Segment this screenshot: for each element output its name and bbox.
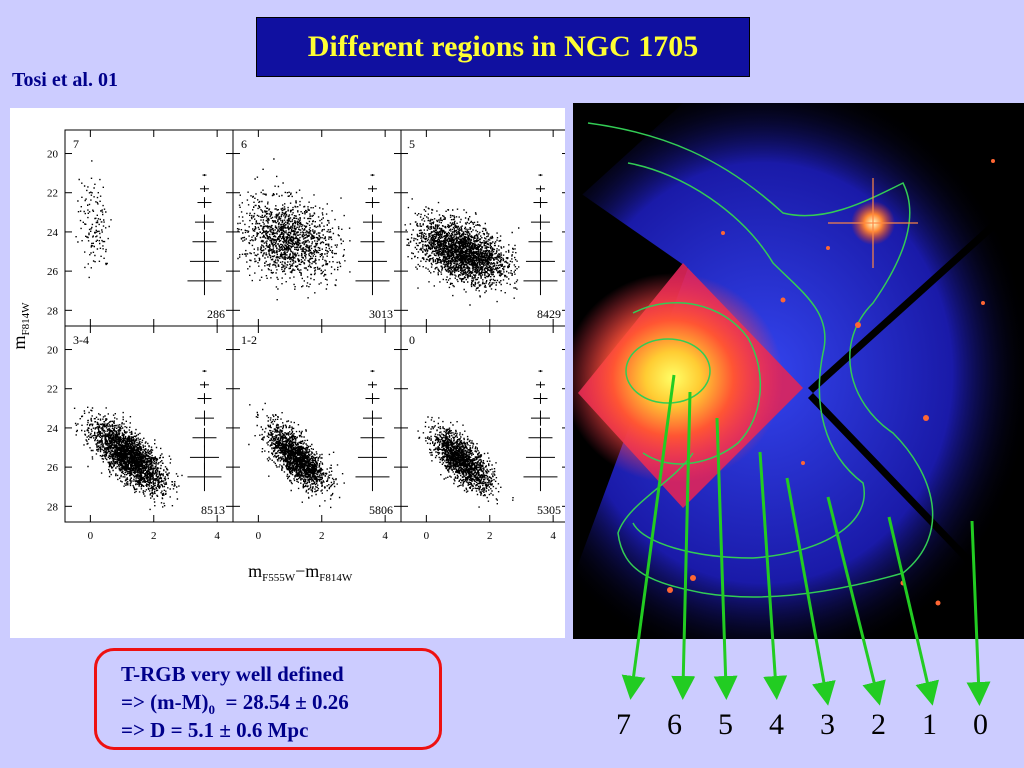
cmd-chart: 7286202224262863013584293-48513202224262… — [9, 129, 570, 584]
panel-count: 5806 — [369, 503, 393, 517]
region-arrow-3 — [785, 477, 836, 706]
y-tick-label: 22 — [47, 384, 58, 396]
panel-label: 7 — [73, 137, 79, 151]
region-arrow-6 — [671, 391, 696, 700]
panel-label: 6 — [241, 137, 247, 151]
panel-label: 0 — [409, 333, 415, 347]
galaxy-image — [573, 103, 1024, 639]
note-line-2-sub: 0 — [208, 702, 215, 718]
panel-count: 8429 — [537, 307, 561, 321]
panel-count: 8513 — [201, 503, 225, 517]
y-tick-label: 24 — [47, 423, 59, 435]
isophote-core — [625, 338, 711, 404]
region-label-2: 2 — [871, 708, 886, 741]
panel-label: 3-4 — [73, 333, 89, 347]
y-tick-label: 20 — [47, 149, 59, 161]
x-tick-label: 0 — [256, 530, 262, 542]
y-tick-label: 26 — [47, 266, 59, 278]
region-arrow-5 — [713, 417, 738, 700]
region-arrow-1 — [887, 516, 939, 706]
region-arrow-2 — [826, 496, 886, 706]
cmd-points — [248, 402, 345, 509]
panel-label: 5 — [409, 137, 415, 151]
y-tick-label: 22 — [47, 188, 58, 200]
title-box: Different regions in NGC 1705 — [256, 17, 750, 77]
x-tick-label: 4 — [214, 530, 220, 542]
panel-label: 1-2 — [241, 333, 257, 347]
x-tick-label: 0 — [424, 530, 430, 542]
reference-label: Tosi et al. 01 — [12, 69, 118, 91]
x-tick-label: 0 — [88, 530, 94, 542]
region-label-0: 0 — [973, 708, 988, 741]
region-label-3: 3 — [820, 708, 835, 741]
cmd-points — [236, 158, 351, 301]
panel-count: 286 — [207, 307, 225, 321]
region-label-7: 7 — [616, 708, 631, 741]
result-box: T-RGB very well defined => (m-M)0 = 28.5… — [94, 648, 442, 750]
y-tick-label: 20 — [47, 345, 59, 357]
note-line-2: => (m-M)0 = 28.54 ± 0.26 — [121, 688, 439, 716]
galaxy-core — [573, 273, 783, 483]
region-label-6: 6 — [667, 708, 682, 741]
region-label-5: 5 — [718, 708, 733, 741]
x-tick-label: 4 — [550, 530, 556, 542]
region-label-1: 1 — [922, 708, 937, 741]
region-arrow-0 — [966, 520, 991, 706]
y-tick-label: 26 — [47, 462, 59, 474]
x-tick-label: 2 — [151, 530, 157, 542]
region-arrow-4 — [758, 451, 788, 700]
y-tick-label: 28 — [47, 501, 59, 513]
cmd-points — [417, 416, 514, 508]
cmd-points — [404, 198, 520, 306]
panel-count: 3013 — [369, 307, 393, 321]
y-tick-label: 24 — [47, 227, 59, 239]
isophote-inner — [632, 302, 761, 465]
x-tick-label: 4 — [382, 530, 388, 542]
cmd-points — [73, 406, 183, 511]
x-tick-label: 2 — [319, 530, 325, 542]
region-labels: 7 6 5 4 3 2 1 0 — [0, 708, 1024, 748]
y-axis-label: mF814W — [10, 302, 32, 350]
cmd-figure: 7 286 20 22 24 26 28 6 3013 5 8429 3-4 8513 20 22 24 26 2… — [9, 108, 570, 638]
x-axis-label: mF555W−mF814W — [248, 561, 353, 584]
note-line-2-suffix: = 28.54 ± 0.26 — [214, 690, 349, 714]
region-arrow-7 — [621, 374, 676, 700]
note-line-3: => D = 5.1 ± 0.6 Mpc — [121, 718, 309, 742]
cmd-points — [75, 160, 112, 279]
slide-title: Different regions in NGC 1705 — [307, 30, 699, 63]
y-tick-label: 28 — [47, 305, 59, 317]
isophote-outer — [587, 122, 934, 598]
note-line-1: T-RGB very well defined — [121, 662, 344, 686]
note-line-2-prefix: => (m-M) — [121, 690, 209, 714]
isophote-middle — [627, 162, 865, 559]
region-label-4: 4 — [769, 708, 784, 741]
panel-count: 5305 — [537, 503, 561, 517]
x-tick-label: 2 — [487, 530, 493, 542]
galaxy-svg — [573, 103, 1024, 639]
